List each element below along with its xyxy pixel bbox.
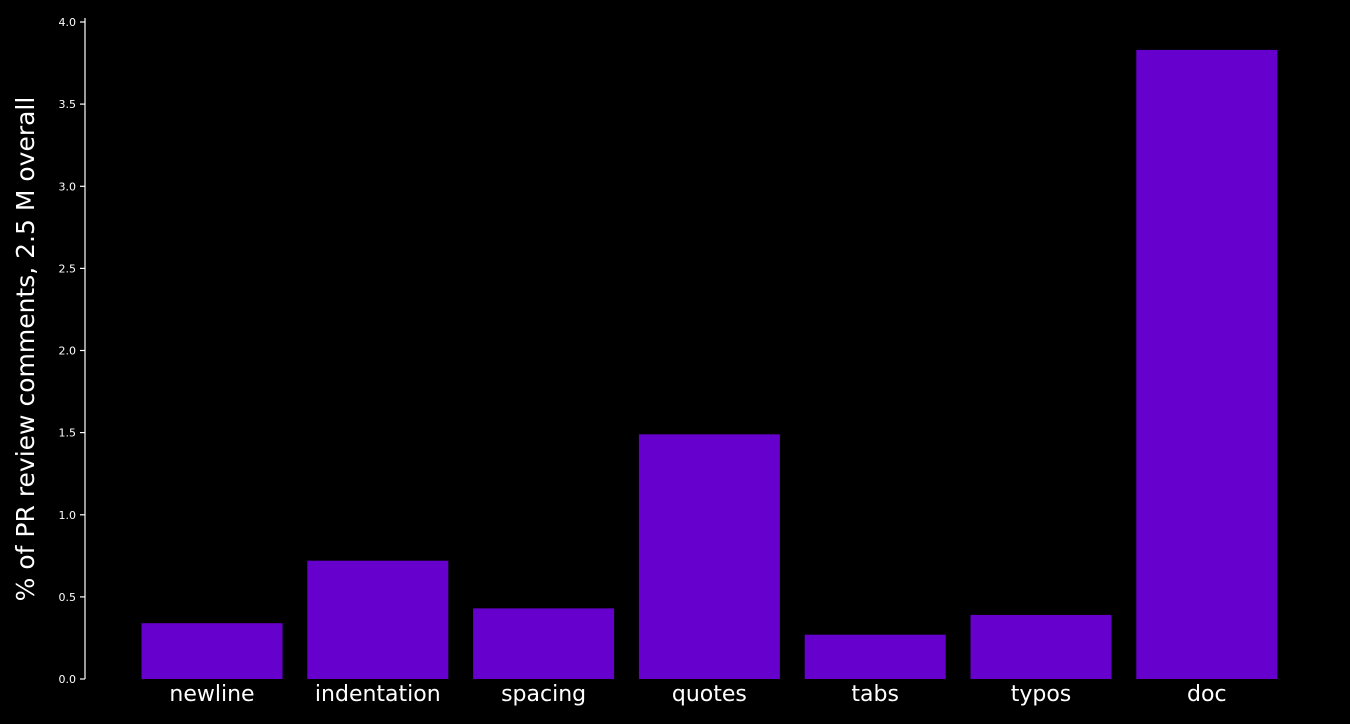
y-tick-label: 4.0 [59, 16, 77, 29]
x-tick-label: spacing [501, 682, 586, 707]
y-tick-label: 3.5 [59, 98, 77, 111]
bar-typos [970, 614, 1112, 679]
y-axis-title: % of PR review comments, 2.5 M overall [11, 97, 40, 602]
bar-indentation [307, 560, 449, 679]
y-tick-label: 0.0 [59, 673, 77, 686]
y-tick-label: 2.5 [59, 262, 77, 275]
x-tick-label: quotes [672, 682, 747, 707]
x-tick-label: newline [169, 682, 254, 707]
bar-quotes [638, 434, 780, 679]
bar-doc [1136, 49, 1278, 679]
x-axis-labels: newline indentation spacing quotes tabs typos… [169, 682, 1226, 707]
bar-newline [141, 623, 283, 679]
y-axis: 0.0 0.5 1.0 1.5 2.0 2.5 3.0 3.5 4.0 [59, 16, 86, 686]
y-tick-label: 2.0 [59, 345, 77, 358]
y-tick-label: 3.0 [59, 180, 77, 193]
x-tick-label: tabs [851, 682, 899, 707]
x-tick-label: doc [1187, 682, 1227, 707]
bars-layer [141, 49, 1278, 679]
x-tick-label: indentation [315, 682, 441, 707]
bar-tabs [804, 634, 946, 679]
y-tick-label: 1.0 [59, 509, 77, 522]
bar-spacing [473, 608, 615, 679]
y-tick-label: 0.5 [59, 591, 77, 604]
x-tick-label: typos [1011, 682, 1072, 707]
y-tick-label: 1.5 [59, 427, 77, 440]
